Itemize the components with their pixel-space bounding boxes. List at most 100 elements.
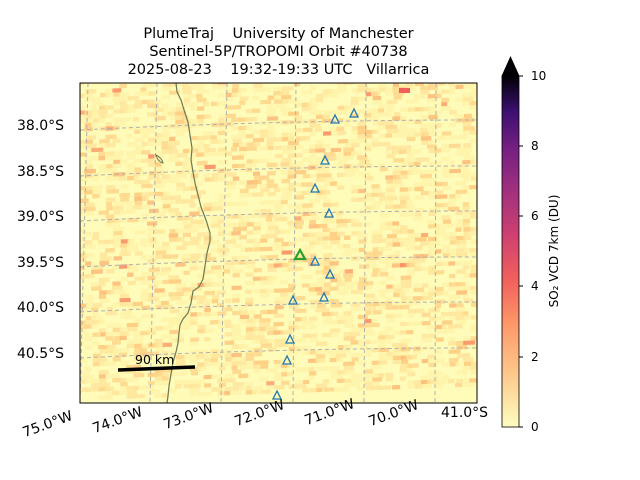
so2-pixel: [281, 262, 290, 268]
so2-pixel: [245, 280, 256, 286]
so2-pixel: [105, 155, 114, 161]
so2-pixel: [462, 214, 469, 220]
so2-pixel: [427, 236, 437, 242]
so2-pixel: [126, 314, 136, 319]
so2-pixel: [197, 328, 207, 334]
so2-pixel: [281, 216, 288, 222]
so2-pixel: [175, 132, 185, 137]
so2-pixel: [442, 223, 454, 229]
so2-pixel: [162, 199, 170, 205]
so2-pixel: [183, 270, 190, 275]
so2-pixel: [301, 190, 310, 196]
so2-pixel: [217, 84, 228, 90]
so2-pixel: [344, 348, 351, 354]
so2-pixel: [315, 307, 325, 313]
so2-pixel: [414, 266, 424, 272]
so2-pixel: [469, 92, 477, 98]
so2-pixel: [99, 168, 107, 173]
so2-pixel: [238, 218, 250, 223]
so2-pixel: [182, 148, 190, 154]
so2-pixel: [267, 107, 277, 113]
so2-pixel: [448, 89, 456, 94]
so2-pixel: [84, 332, 91, 338]
so2-pixel: [266, 137, 275, 142]
so2-pixel: [126, 201, 134, 206]
so2-pixel: [379, 213, 390, 218]
parallel-40-0: [80, 301, 477, 313]
so2-pixel: [288, 140, 299, 146]
so2-pixel: [385, 108, 394, 113]
so2-pixel: [224, 374, 235, 379]
so2-pixel: [427, 325, 435, 330]
so2-pixel: [421, 295, 433, 301]
so2-pixel: [182, 257, 190, 263]
so2-pixel: [421, 132, 430, 137]
so2-pixel: [106, 184, 116, 190]
so2-pixel: [365, 75, 372, 79]
so2-pixel: [323, 169, 330, 174]
so2-pixel: [385, 200, 394, 205]
so2-pixel: [147, 296, 160, 302]
so2-pixel: [183, 157, 195, 162]
so2-pixel: [400, 132, 411, 138]
so2-pixel: [441, 244, 451, 250]
so2-pixel: [359, 276, 367, 282]
so2-pixel: [385, 204, 394, 210]
so2-pixel: [351, 256, 360, 261]
so2-pixel: [357, 314, 368, 320]
so2-pixel: [330, 319, 340, 325]
so2-pixel: [99, 252, 108, 257]
so2-pixel: [162, 279, 172, 285]
so2-pixel: [316, 387, 323, 393]
so2-pixel: [197, 265, 209, 271]
so2-pixel: [350, 76, 357, 80]
so2-pixel: [113, 155, 123, 160]
so2-pixel: [350, 100, 359, 106]
so2-pixel: [238, 163, 246, 169]
so2-pixel: [147, 103, 159, 109]
so2-pixel: [120, 381, 128, 387]
so2-pixel: [189, 102, 198, 107]
so2-pixel: [80, 341, 85, 346]
so2-pixel: [379, 167, 388, 172]
so2-pixel: [105, 336, 114, 341]
so2-pixel: [203, 337, 211, 342]
so2-pixel: [386, 120, 395, 126]
so2-pixel: [365, 142, 375, 147]
so2-pixel: [119, 335, 127, 341]
so2-pixel: [309, 173, 318, 179]
so2-pixel: [428, 240, 441, 246]
so2-pixel: [323, 236, 332, 241]
so2-pixel: [91, 315, 103, 321]
so2-pixel: [245, 117, 257, 122]
volcano-marker: [318, 291, 330, 302]
so2-pixel: [421, 358, 430, 364]
so2-pixel: [337, 139, 349, 144]
so2-pixel: [84, 122, 92, 128]
so2-pixel: [253, 385, 263, 391]
so2-pixel: [329, 265, 337, 270]
so2-pixel: [134, 230, 146, 235]
so2-pixel: [281, 178, 290, 184]
so2-pixel: [281, 94, 292, 100]
so2-pixel: [378, 192, 386, 197]
so2-pixel: [155, 107, 164, 113]
so2-pixel: [92, 231, 100, 237]
so2-pixel: [448, 324, 457, 329]
so2-pixel: [421, 346, 433, 351]
so2-pixel: [183, 169, 191, 175]
so2-pixel: [289, 304, 299, 310]
so2-pixel: [253, 179, 262, 185]
so2-pixel: [428, 308, 440, 313]
so2-pixel: [385, 276, 395, 281]
so2-pixel: [182, 89, 192, 95]
so2-pixel: [147, 242, 158, 247]
so2-pixel: [379, 112, 391, 117]
so2-pixel: [399, 342, 408, 348]
so2-pixel: [385, 91, 395, 96]
so2-pixel: [183, 308, 192, 313]
so2-pixel: [85, 164, 93, 170]
so2-pixel: [147, 128, 155, 134]
so2-pixel: [331, 332, 339, 338]
so2-pixel: [407, 380, 414, 385]
